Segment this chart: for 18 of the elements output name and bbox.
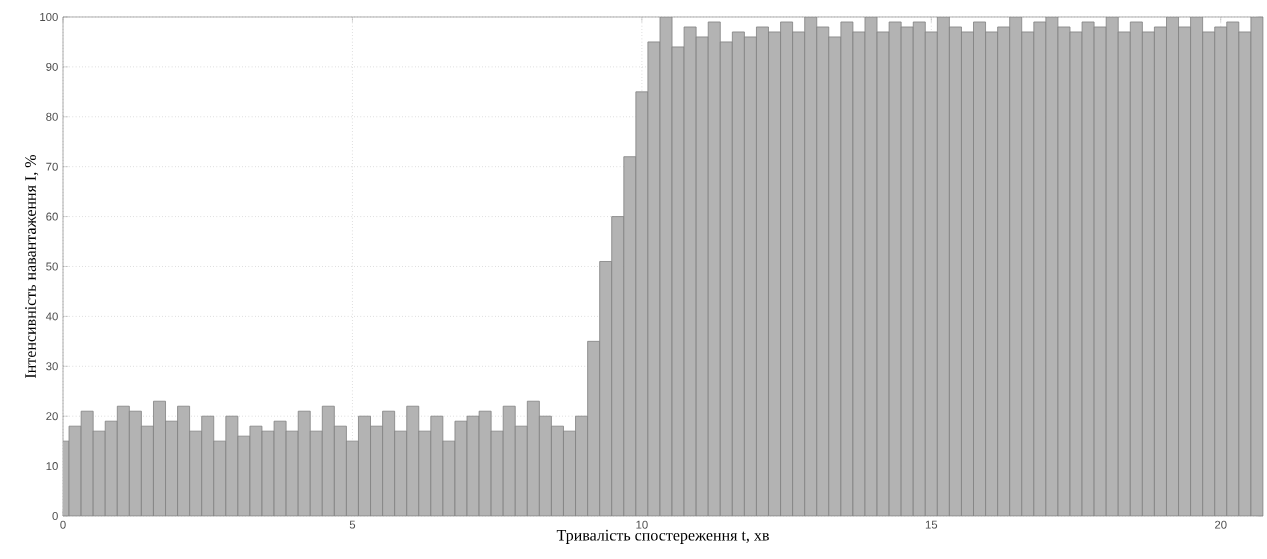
y-tick-label: 20 bbox=[46, 412, 58, 421]
y-tick-label: 40 bbox=[45, 312, 58, 321]
y-tick-label: 10 bbox=[46, 462, 58, 471]
y-axis-title: Інтенсивність навантаження I, % bbox=[25, 154, 39, 379]
y-tick-label: 70 bbox=[46, 162, 58, 171]
y-tick-label: 0 bbox=[52, 511, 58, 520]
y-tick-label: 90 bbox=[46, 62, 58, 71]
x-axis-title: Тривалість спостереження t, хв bbox=[556, 529, 769, 544]
y-tick-label: 80 bbox=[46, 112, 58, 121]
y-tick-label: 50 bbox=[46, 262, 58, 271]
x-tick-label: 10 bbox=[636, 520, 648, 529]
x-tick-label: 20 bbox=[1215, 520, 1227, 529]
x-tick-label: 15 bbox=[925, 520, 938, 529]
x-tick-label: 5 bbox=[349, 520, 356, 529]
x-tick-label: 0 bbox=[60, 520, 66, 529]
y-tick-label: 100 bbox=[40, 12, 58, 21]
y-tick-label: 60 bbox=[46, 212, 58, 221]
y-tick-label: 30 bbox=[46, 362, 58, 371]
